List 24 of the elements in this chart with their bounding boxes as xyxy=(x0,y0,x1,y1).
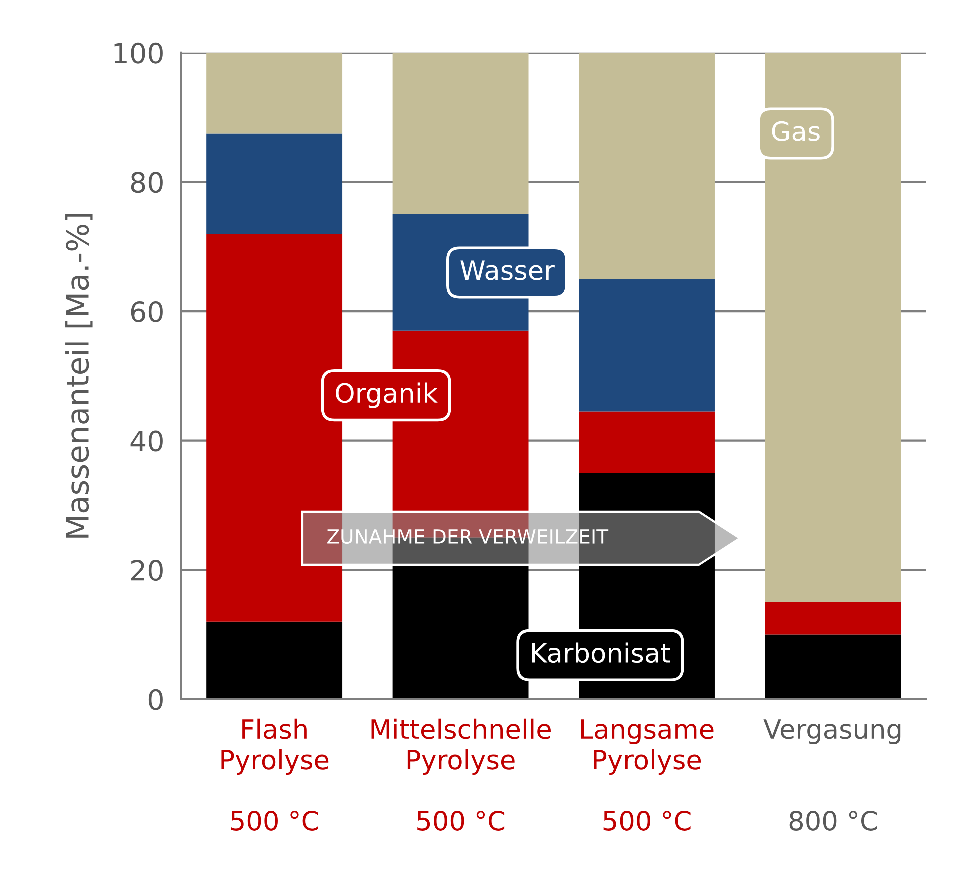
category-label: Flash Pyrolyse 500 °C xyxy=(222,718,329,831)
y-tick-label: 0 xyxy=(148,689,163,710)
y-tick-label: 80 xyxy=(131,172,163,194)
series-label: Organik xyxy=(336,382,438,408)
series-label: Wasser xyxy=(460,260,555,280)
bar xyxy=(206,134,343,234)
bar xyxy=(765,634,902,700)
y-tick-label: 100 xyxy=(114,42,163,64)
y-tick-label: 20 xyxy=(131,560,163,582)
bar xyxy=(206,52,343,134)
bar xyxy=(579,412,715,474)
series-label: Karbonisat xyxy=(532,642,670,664)
bar xyxy=(206,622,343,700)
category-label: Langsame Pyrolyse 500 °C xyxy=(581,720,714,831)
y-tick-label: 60 xyxy=(131,301,163,322)
y-tick-label: 40 xyxy=(130,430,163,452)
category-label: Vergasung 800 °C xyxy=(764,720,901,831)
bar xyxy=(392,52,529,215)
bar xyxy=(579,52,715,280)
category-label: Mittelschnelle Pyrolyse 500 °C xyxy=(372,718,551,831)
bar xyxy=(765,602,902,635)
series-label: Gas xyxy=(772,121,820,142)
bar xyxy=(579,279,715,412)
y-axis-title: Massenanteil [Ma.-%] xyxy=(66,214,93,538)
